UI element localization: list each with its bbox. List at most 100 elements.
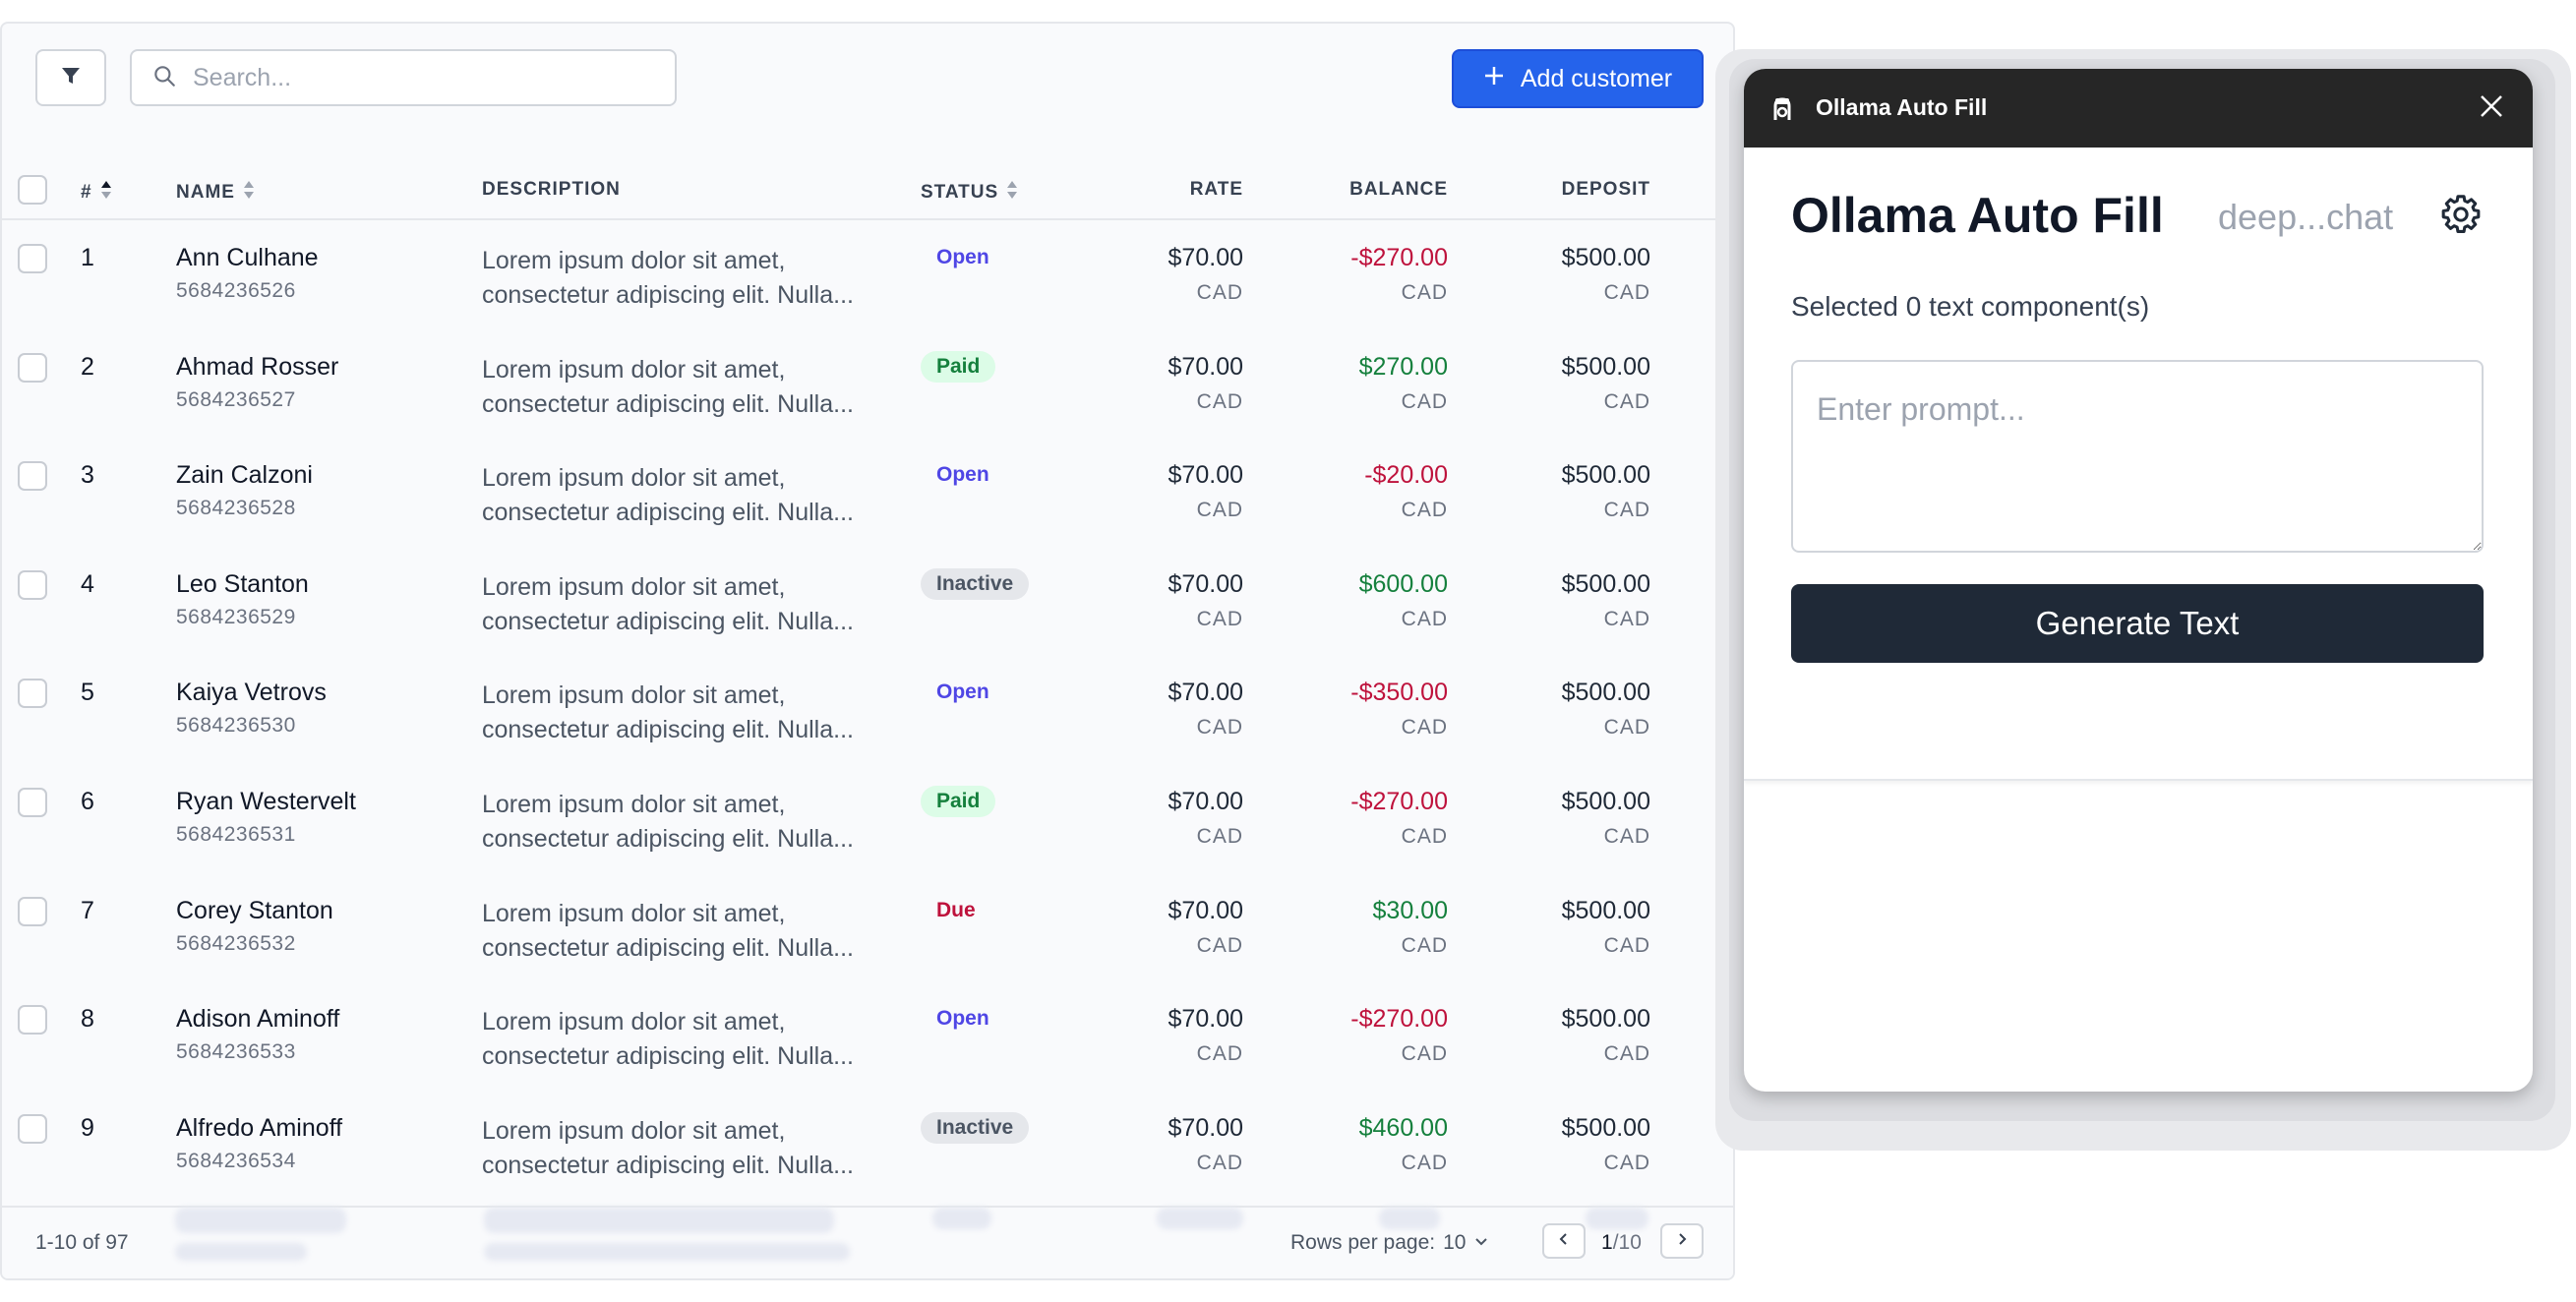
description-line: consectetur adipiscing elit. Nulla... [482, 499, 854, 527]
row-number: 7 [81, 896, 94, 924]
column-header-number[interactable]: # [81, 179, 112, 207]
table-row[interactable]: 5 Kaiya Vetrovs 5684236530 Lorem ipsum dolo… [2, 655, 1717, 763]
description-line: Lorem ipsum dolor sit amet, [482, 355, 786, 384]
deposit-currency: CAD [1603, 1151, 1650, 1174]
deposit-currency: CAD [1603, 933, 1650, 957]
rows-per-page-select[interactable]: Rows per page: 10 [1290, 1231, 1489, 1255]
column-header-rate: RATE [1047, 179, 1243, 201]
description-line: consectetur adipiscing elit. Nulla... [482, 281, 854, 309]
rate-amount: $70.00 [1168, 896, 1243, 924]
rate-currency: CAD [1196, 825, 1243, 848]
balance-amount: $270.00 [1358, 352, 1448, 381]
customer-name: Kaiya Vetrovs [176, 679, 327, 707]
table-row[interactable]: 3 Zain Calzoni 5684236528 Lorem ipsum dolor… [2, 438, 1717, 546]
model-name[interactable]: deep...chat [2218, 197, 2394, 237]
deposit-amount: $500.00 [1561, 1005, 1650, 1034]
table-row[interactable]: 2 Ahmad Rosser 5684236527 Lorem ipsum dolor… [2, 329, 1717, 438]
description-line: consectetur adipiscing elit. Nulla... [482, 607, 854, 635]
balance-amount: $460.00 [1358, 1113, 1448, 1142]
customer-phone: 5684236534 [176, 1149, 296, 1172]
balance-currency: CAD [1401, 825, 1448, 848]
next-page-button[interactable] [1660, 1223, 1704, 1259]
rate-amount: $70.00 [1168, 788, 1243, 815]
balance-currency: CAD [1401, 716, 1448, 740]
row-checkbox[interactable] [18, 569, 47, 600]
status-badge: Open [936, 1007, 989, 1031]
prompt-input[interactable] [1791, 360, 2484, 553]
filter-button[interactable] [35, 49, 106, 106]
description-line: Lorem ipsum dolor sit amet, [482, 681, 786, 710]
close-button[interactable] [2474, 90, 2509, 126]
customer-description: Lorem ipsum dolor sit amet, consectetur a… [482, 1114, 885, 1183]
deposit-currency: CAD [1603, 1042, 1650, 1066]
blurred-row [175, 1243, 307, 1261]
rate-amount: $70.00 [1168, 461, 1243, 490]
rate-currency: CAD [1196, 389, 1243, 413]
row-checkbox[interactable] [18, 1113, 47, 1144]
row-checkbox[interactable] [18, 679, 47, 709]
customer-description: Lorem ipsum dolor sit amet, consectetur a… [482, 461, 885, 530]
balance-currency: CAD [1401, 1151, 1448, 1174]
total-pages: /10 [1612, 1231, 1642, 1254]
column-header-description-label: DESCRIPTION [482, 179, 621, 200]
customer-description: Lorem ipsum dolor sit amet, consectetur a… [482, 679, 885, 747]
row-checkbox[interactable] [18, 896, 47, 926]
customer-name: Alfredo Aminoff [176, 1113, 343, 1142]
blurred-row [1379, 1208, 1440, 1229]
customer-name: Leo Stanton [176, 569, 309, 598]
row-checkbox[interactable] [18, 244, 47, 273]
description-line: consectetur adipiscing elit. Nulla... [482, 1151, 854, 1179]
status-badge: Paid [921, 350, 996, 383]
gear-icon[interactable] [2438, 192, 2484, 242]
description-line: consectetur adipiscing elit. Nulla... [482, 825, 854, 853]
generate-text-button[interactable]: Generate Text [1791, 584, 2484, 663]
balance-currency: CAD [1401, 281, 1448, 304]
prev-page-button[interactable] [1542, 1223, 1586, 1259]
table-row[interactable]: 1 Ann Culhane 5684236526 Lorem ipsum dolor … [2, 220, 1717, 328]
balance-amount: -$350.00 [1350, 679, 1448, 707]
panel-title: Ollama Auto Fill [1791, 188, 2164, 243]
table-row[interactable]: 8 Adison Aminoff 5684236533 Lorem ipsum dol… [2, 981, 1717, 1090]
row-checkbox[interactable] [18, 1005, 47, 1036]
column-header-status[interactable]: STATUS [921, 179, 1018, 207]
search-input[interactable] [193, 63, 655, 92]
description-line: Lorem ipsum dolor sit amet, [482, 791, 786, 818]
search-box[interactable] [130, 49, 677, 106]
column-header-status-label: STATUS [921, 182, 999, 203]
row-number: 2 [81, 352, 94, 381]
row-number: 9 [81, 1113, 94, 1142]
customer-phone: 5684236532 [176, 931, 296, 955]
balance-amount: -$270.00 [1350, 244, 1448, 271]
balance-amount: $30.00 [1372, 896, 1448, 924]
table-row[interactable]: 6 Ryan Westervelt 5684236531 Lorem ipsum do… [2, 764, 1717, 872]
row-checkbox[interactable] [18, 788, 47, 817]
status-badge: Inactive [921, 1111, 1030, 1144]
description-line: Lorem ipsum dolor sit amet, [482, 247, 786, 274]
row-number: 3 [81, 461, 94, 490]
row-number: 8 [81, 1005, 94, 1034]
description-line: Lorem ipsum dolor sit amet, [482, 1116, 786, 1145]
customer-name: Corey Stanton [176, 896, 333, 924]
table-row[interactable]: 7 Corey Stanton 5684236532 Lorem ipsum dolo… [2, 873, 1717, 981]
chevron-down-icon [1473, 1231, 1489, 1255]
deposit-currency: CAD [1603, 389, 1650, 413]
add-customer-button[interactable]: Add customer [1452, 49, 1704, 108]
blurred-row [1586, 1208, 1648, 1229]
column-header-rate-label: RATE [1189, 179, 1243, 200]
customer-phone: 5684236529 [176, 605, 296, 628]
row-checkbox[interactable] [18, 352, 47, 383]
table-row[interactable]: 9 Alfredo Aminoff 5684236534 Lorem ipsum do… [2, 1091, 1717, 1199]
rate-amount: $70.00 [1168, 1113, 1243, 1142]
deposit-currency: CAD [1603, 825, 1650, 848]
status-badge: Due [936, 898, 976, 921]
column-header-name[interactable]: NAME [176, 179, 255, 207]
table-row[interactable]: 4 Leo Stanton 5684236529 Lorem ipsum dolor … [2, 547, 1717, 655]
column-header-deposit-label: DEPOSIT [1561, 179, 1650, 200]
select-all-checkbox[interactable] [18, 175, 47, 205]
customer-name: Zain Calzoni [176, 461, 313, 490]
status-badge: Inactive [921, 567, 1030, 600]
deposit-amount: $500.00 [1561, 461, 1650, 490]
row-checkbox[interactable] [18, 461, 47, 492]
ollama-auto-fill-panel: Ollama Auto Fill Ollama Auto Fill deep..… [1744, 69, 2533, 1092]
table-header: # NAME DESCRIPTION STATUS RATE BALANCE [2, 159, 1733, 220]
